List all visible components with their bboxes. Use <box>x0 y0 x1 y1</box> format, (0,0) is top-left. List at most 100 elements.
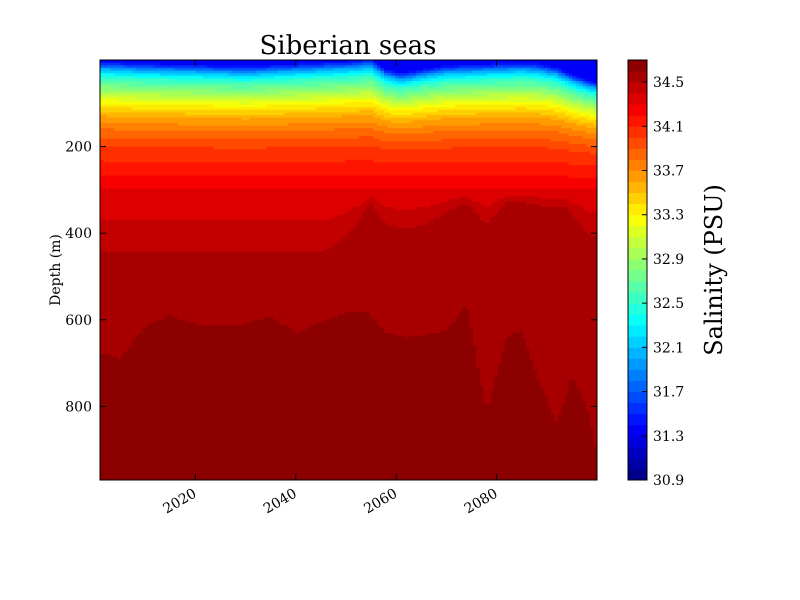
heat-cell <box>561 83 566 87</box>
heat-cell <box>380 88 385 93</box>
heat-cell <box>305 327 385 331</box>
heat-cell <box>426 222 580 226</box>
colorbar-tick-label: 32.5 <box>653 296 684 312</box>
heat-cell <box>479 201 495 205</box>
heat-cell <box>568 175 597 179</box>
heat-cell <box>586 91 591 95</box>
heat-cell <box>586 130 597 135</box>
heat-cell <box>100 159 105 163</box>
colorbar-segment <box>628 192 647 205</box>
heat-cell <box>582 104 595 108</box>
heat-cell <box>554 417 559 421</box>
heat-cell <box>490 396 548 400</box>
heat-cell <box>100 136 360 140</box>
colorbar-frame <box>627 59 648 481</box>
heat-cell <box>376 62 492 66</box>
colorbar-segment <box>628 181 647 194</box>
heat-cell <box>100 70 133 74</box>
heat-cell <box>554 419 559 423</box>
heat-cell <box>266 88 350 93</box>
heat-cell <box>376 78 382 82</box>
heat-cell <box>376 322 453 326</box>
heat-cell <box>100 466 597 471</box>
heat-cell <box>135 335 406 339</box>
heat-cell <box>540 73 548 77</box>
heat-cell <box>100 188 597 192</box>
heat-cell <box>100 461 597 465</box>
heat-cell <box>146 325 289 329</box>
heat-cell <box>579 78 584 82</box>
heat-cell <box>561 67 597 72</box>
heat-cell <box>469 204 484 208</box>
heat-cell <box>344 212 364 216</box>
heat-cell <box>100 146 215 150</box>
heat-cell <box>476 348 506 352</box>
heat-cell <box>543 91 559 95</box>
heat-cell <box>100 348 129 352</box>
heat-cell <box>412 75 417 79</box>
heat-cell <box>373 128 573 132</box>
heat-cell <box>376 123 481 127</box>
heat-cell <box>593 81 597 85</box>
heat-cell <box>117 99 328 103</box>
heat-cell <box>100 393 484 397</box>
heat-cell <box>384 91 399 95</box>
heat-cell <box>589 414 597 418</box>
heat-cell <box>579 112 591 116</box>
heat-cell <box>575 88 580 93</box>
heat-cell <box>100 280 597 284</box>
colorbar-segment <box>628 258 647 271</box>
heat-cell <box>550 102 563 106</box>
heat-cell <box>380 65 442 69</box>
heat-cell <box>412 81 424 85</box>
heat-cell <box>504 338 527 342</box>
heat-cell <box>376 73 382 77</box>
heat-cell <box>593 94 597 98</box>
heat-cell <box>380 104 389 108</box>
heat-cell <box>334 86 374 90</box>
heat-cell <box>444 70 474 74</box>
heat-cell <box>369 204 374 208</box>
heat-cell <box>561 70 566 74</box>
heat-cell <box>444 73 488 77</box>
heat-cell <box>100 196 371 200</box>
heat-cell <box>376 94 385 98</box>
heat-cell <box>387 107 424 111</box>
heat-cell <box>316 70 350 74</box>
heat-cell <box>469 317 597 321</box>
heat-cell <box>579 107 595 111</box>
heat-cell <box>376 70 382 74</box>
heat-cell <box>469 309 597 313</box>
heat-cell <box>582 393 597 397</box>
heat-cell <box>423 70 431 74</box>
heat-cell <box>447 327 474 331</box>
heat-cell <box>511 75 531 79</box>
heat-cell <box>575 86 584 90</box>
heat-cell <box>575 75 580 79</box>
heat-cell <box>572 201 597 205</box>
x-tick-label: 2060 <box>361 486 400 518</box>
heat-cell <box>305 81 367 85</box>
heat-cell <box>100 115 108 119</box>
heat-cell <box>100 183 597 187</box>
heat-cell <box>561 403 587 408</box>
heat-cell <box>415 75 428 79</box>
heat-cell <box>100 212 346 216</box>
heat-cell <box>593 83 597 87</box>
heat-cell <box>206 65 271 69</box>
heat-cell <box>440 65 460 69</box>
colorbar-segment <box>628 347 647 359</box>
heat-cell <box>252 102 346 106</box>
heat-cell <box>440 117 552 121</box>
heat-cell <box>344 65 360 69</box>
colorbar: 30.9 31.3 31.7 32.1 32.5 32.9 33.3 33.7 34.1 34.5 <box>627 59 684 489</box>
heat-cell <box>568 209 587 213</box>
heat-cell <box>589 233 597 237</box>
heat-cell <box>483 401 492 405</box>
colorbar-segment <box>628 137 647 149</box>
heat-cell <box>476 356 502 360</box>
heat-cell <box>110 354 122 358</box>
heat-cell <box>178 123 289 127</box>
heat-cell <box>476 354 502 358</box>
heat-cell <box>568 81 573 85</box>
